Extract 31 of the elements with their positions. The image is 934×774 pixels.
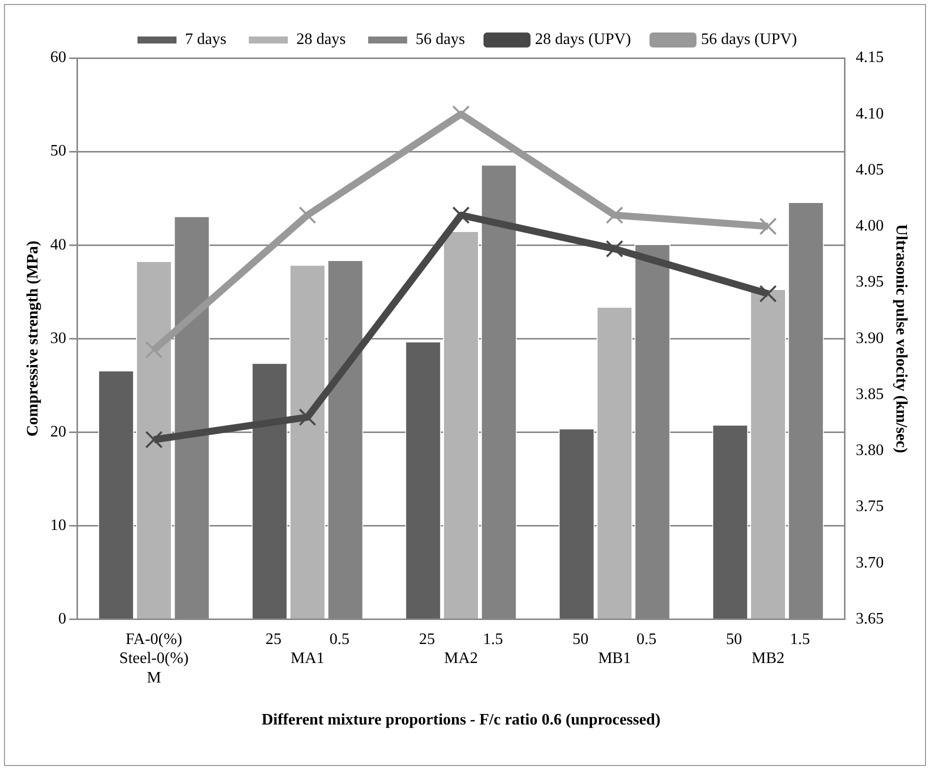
y-axis-title: Compressive strength (MPa) xyxy=(24,240,42,437)
y-tick-label: 0 xyxy=(58,610,66,628)
x-tick-label: 25 0.5 MA1 xyxy=(265,631,350,668)
y2-tick-label: 4.15 xyxy=(856,49,884,66)
y2-tick-label: 4.05 xyxy=(856,161,884,178)
y2-tick-label: 4.10 xyxy=(856,105,884,122)
y2-tick-label: 3.95 xyxy=(856,274,884,291)
x-tick-label: 25 1.5 MA2 xyxy=(419,631,503,668)
y2-tick-label: 3.65 xyxy=(856,610,884,628)
y-tick-label: 60 xyxy=(50,49,66,66)
y-tick-label: 10 xyxy=(50,516,66,534)
x-axis-title: Different mixture proportions - F/c ratio 0.6 (unprocessed) xyxy=(262,712,660,729)
legend-label: 56 days (UPV) xyxy=(700,31,797,48)
x-tick-label: 50 1.5 MB2 xyxy=(726,631,810,668)
legend-label: 28 days (UPV) xyxy=(535,31,631,48)
y-tick-label: 20 xyxy=(50,423,66,440)
y-tick-label: 50 xyxy=(50,142,66,160)
legend-label: 28 days xyxy=(296,31,346,48)
y2-tick-label: 3.75 xyxy=(856,498,884,516)
legend-label: 56 days xyxy=(416,31,465,48)
y-tick-label: 30 xyxy=(50,330,66,347)
y2-axis-title: Ultrasonic pulse velocity (km/sec) xyxy=(892,224,910,454)
x-tick-label: FA-0(%) Steel-0(%) M xyxy=(119,631,189,686)
y2-tick-label: 3.70 xyxy=(856,554,884,572)
x-tick-label: 50 0.5 MB1 xyxy=(572,631,657,668)
y2-tick-label: 4.00 xyxy=(856,218,884,235)
y2-tick-label: 3.90 xyxy=(856,330,884,347)
y2-tick-label: 3.85 xyxy=(856,386,884,403)
y-tick-label: 40 xyxy=(50,236,66,254)
y2-tick-label: 3.80 xyxy=(856,442,884,460)
legend-label: 7 days xyxy=(185,31,226,48)
